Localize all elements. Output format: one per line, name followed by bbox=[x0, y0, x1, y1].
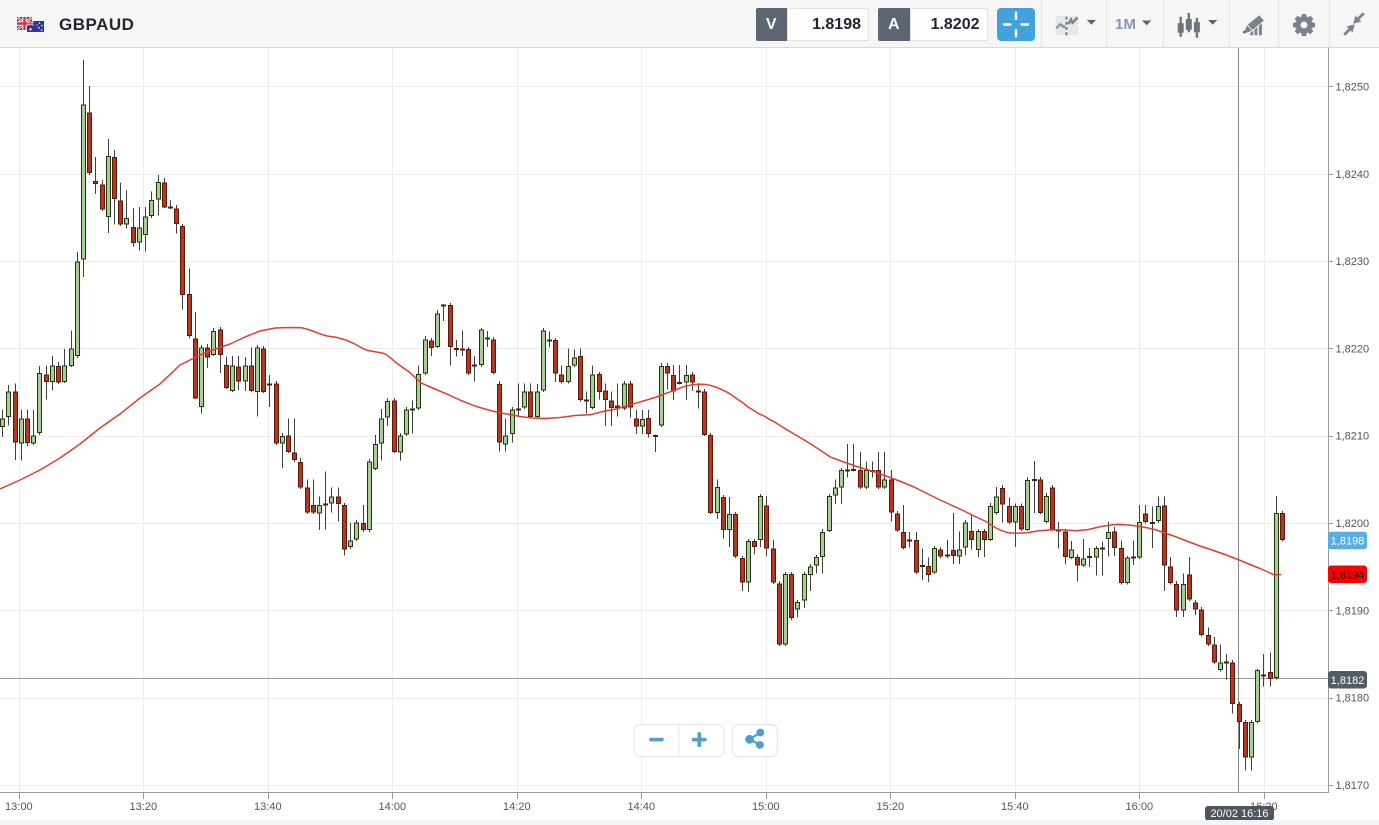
svg-text:1,8194: 1,8194 bbox=[1331, 569, 1365, 581]
svg-text:1,8170: 1,8170 bbox=[1336, 780, 1370, 792]
svg-text:14:20: 14:20 bbox=[503, 801, 531, 813]
svg-text:15:40: 15:40 bbox=[1001, 801, 1029, 813]
svg-text:15:20: 15:20 bbox=[877, 801, 905, 813]
svg-text:13:20: 13:20 bbox=[130, 801, 158, 813]
svg-text:1,8198: 1,8198 bbox=[1331, 536, 1365, 548]
svg-text:14:00: 14:00 bbox=[379, 801, 407, 813]
svg-text:15:00: 15:00 bbox=[752, 801, 780, 813]
svg-text:1,8190: 1,8190 bbox=[1336, 605, 1370, 617]
svg-text:1,8230: 1,8230 bbox=[1336, 256, 1370, 268]
svg-text:13:40: 13:40 bbox=[254, 801, 282, 813]
svg-text:1,8250: 1,8250 bbox=[1336, 82, 1370, 94]
svg-text:16:00: 16:00 bbox=[1126, 801, 1154, 813]
svg-text:14:40: 14:40 bbox=[628, 801, 656, 813]
svg-text:1,8210: 1,8210 bbox=[1336, 431, 1370, 443]
svg-text:1,8182: 1,8182 bbox=[1331, 675, 1365, 687]
svg-text:13:00: 13:00 bbox=[5, 801, 33, 813]
svg-text:1,8200: 1,8200 bbox=[1336, 518, 1370, 530]
svg-text:1,8180: 1,8180 bbox=[1336, 693, 1370, 705]
svg-text:1,8240: 1,8240 bbox=[1336, 169, 1370, 181]
svg-text:1,8220: 1,8220 bbox=[1336, 343, 1370, 355]
svg-text:20/02 16:16: 20/02 16:16 bbox=[1210, 808, 1268, 820]
